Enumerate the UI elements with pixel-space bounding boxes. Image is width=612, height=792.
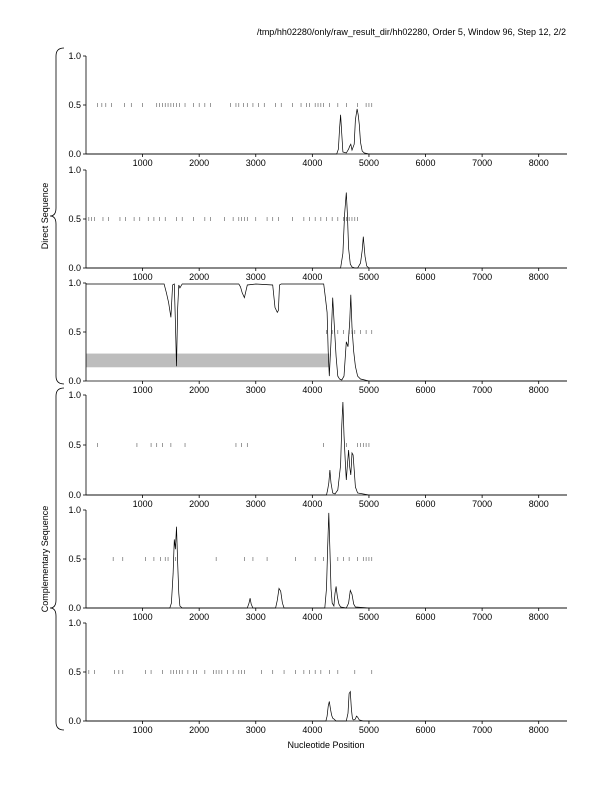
x-tick-label: 2000	[189, 612, 209, 622]
x-tick-label: 6000	[416, 612, 436, 622]
x-tick-label: 4000	[302, 272, 322, 282]
y-tick-label: 0.0	[68, 490, 81, 500]
y-tick-label: 1.0	[68, 51, 81, 61]
panel-1: 0.0 0.5 1.0 1000 2000 3000 4000 5000 6000 7000 800…	[68, 51, 567, 168]
x-tick-label: 3000	[246, 725, 266, 735]
panel-4: 0.0 0.5 1.0 1000 2000 3000 4000 5000 6000 7000 800…	[68, 390, 567, 509]
y-tick-label: 0.5	[68, 440, 81, 450]
x-tick-label: 4000	[302, 725, 322, 735]
panel-5: 0.0 0.5 1.0 1000 2000 3000 4000 5000 6000 7000 800…	[68, 505, 567, 622]
x-tick-label: 6000	[416, 499, 436, 509]
x-tick-label: 7000	[472, 612, 492, 622]
y-tick-label: 0.0	[68, 376, 81, 386]
x-tick-label: 5000	[359, 272, 379, 282]
x-tick-label: 2000	[189, 725, 209, 735]
y-tick-label: 0.5	[68, 667, 81, 677]
y-tick-label: 1.0	[68, 390, 81, 400]
x-tick-label: 1000	[133, 272, 153, 282]
direct-group-brace	[49, 47, 65, 385]
x-tick-label: 5000	[359, 158, 379, 168]
x-tick-label: 3000	[246, 612, 266, 622]
y-tick-label: 0.0	[68, 716, 81, 726]
y-tick-label: 1.0	[68, 505, 81, 515]
x-tick-label: 6000	[416, 725, 436, 735]
x-tick-label: 1000	[133, 612, 153, 622]
complementary-group-brace	[49, 387, 65, 731]
x-tick-label: 1000	[133, 158, 153, 168]
x-tick-label: 6000	[416, 158, 436, 168]
x-tick-label: 8000	[529, 385, 549, 395]
x-tick-label: 8000	[529, 158, 549, 168]
panel-6-series-line	[86, 690, 567, 722]
y-tick-label: 0.0	[68, 603, 81, 613]
panel-4-series-line	[86, 401, 567, 496]
x-tick-label: 2000	[189, 158, 209, 168]
x-tick-label: 4000	[302, 385, 322, 395]
y-tick-label: 0.0	[68, 149, 81, 159]
y-tick-label: 0.5	[68, 214, 81, 224]
x-tick-label: 8000	[529, 725, 549, 735]
x-tick-label: 1000	[133, 385, 153, 395]
panel-2: 0.0 0.5 1.0 1000 2000 3000 4000 5000 6000 7000 800…	[68, 165, 567, 282]
x-tick-label: 7000	[472, 385, 492, 395]
x-tick-label: 5000	[359, 612, 379, 622]
x-tick-label: 7000	[472, 158, 492, 168]
x-tick-label: 7000	[472, 272, 492, 282]
panel-5-series-line	[86, 512, 567, 609]
x-tick-label: 3000	[246, 385, 266, 395]
panel-1-series-line	[86, 108, 567, 155]
x-tick-label: 4000	[302, 158, 322, 168]
x-tick-label: 5000	[359, 385, 379, 395]
panel-2-series-line	[86, 192, 567, 269]
y-tick-label: 0.5	[68, 554, 81, 564]
x-tick-label: 6000	[416, 385, 436, 395]
panel-3-band	[86, 353, 330, 368]
x-tick-label: 6000	[416, 272, 436, 282]
x-tick-label: 5000	[359, 499, 379, 509]
y-tick-label: 0.5	[68, 100, 81, 110]
x-tick-label: 4000	[302, 499, 322, 509]
x-tick-label: 2000	[189, 385, 209, 395]
x-tick-label: 3000	[246, 272, 266, 282]
y-tick-label: 1.0	[68, 165, 81, 175]
x-tick-label: 8000	[529, 499, 549, 509]
x-tick-label: 5000	[359, 725, 379, 735]
panel-6: 0.0 0.5 1.0 1000 2000 3000 4000 5000 6000 7000 800…	[68, 618, 567, 735]
y-tick-label: 0.5	[68, 327, 81, 337]
x-tick-label: 2000	[189, 272, 209, 282]
panels: 0.0 0.5 1.0 1000 2000 3000 4000 5000 6000 7000 800…	[68, 51, 567, 735]
panel-3: 0.0 0.5 1.0 1000 2000 3000 4000 5000 6000 7000 800…	[68, 278, 567, 395]
x-tick-label: 1000	[133, 499, 153, 509]
x-tick-label: 2000	[189, 499, 209, 509]
x-tick-label: 3000	[246, 499, 266, 509]
y-tick-label: 0.0	[68, 263, 81, 273]
direct-group-label: Direct Sequence	[40, 183, 50, 250]
complementary-group-label: Complementary Sequence	[40, 506, 50, 613]
x-tick-label: 8000	[529, 272, 549, 282]
x-tick-label: 4000	[302, 612, 322, 622]
y-tick-label: 1.0	[68, 618, 81, 628]
x-tick-label: 1000	[133, 725, 153, 735]
y-tick-label: 1.0	[68, 278, 81, 288]
x-axis-title: Nucleotide Position	[287, 740, 364, 750]
panel-3-series-line	[86, 283, 567, 382]
x-tick-label: 3000	[246, 158, 266, 168]
x-tick-label: 7000	[472, 499, 492, 509]
page-title: /tmp/hh02280/only/raw_result_dir/hh02280…	[257, 27, 566, 37]
x-tick-label: 8000	[529, 612, 549, 622]
x-tick-label: 7000	[472, 725, 492, 735]
